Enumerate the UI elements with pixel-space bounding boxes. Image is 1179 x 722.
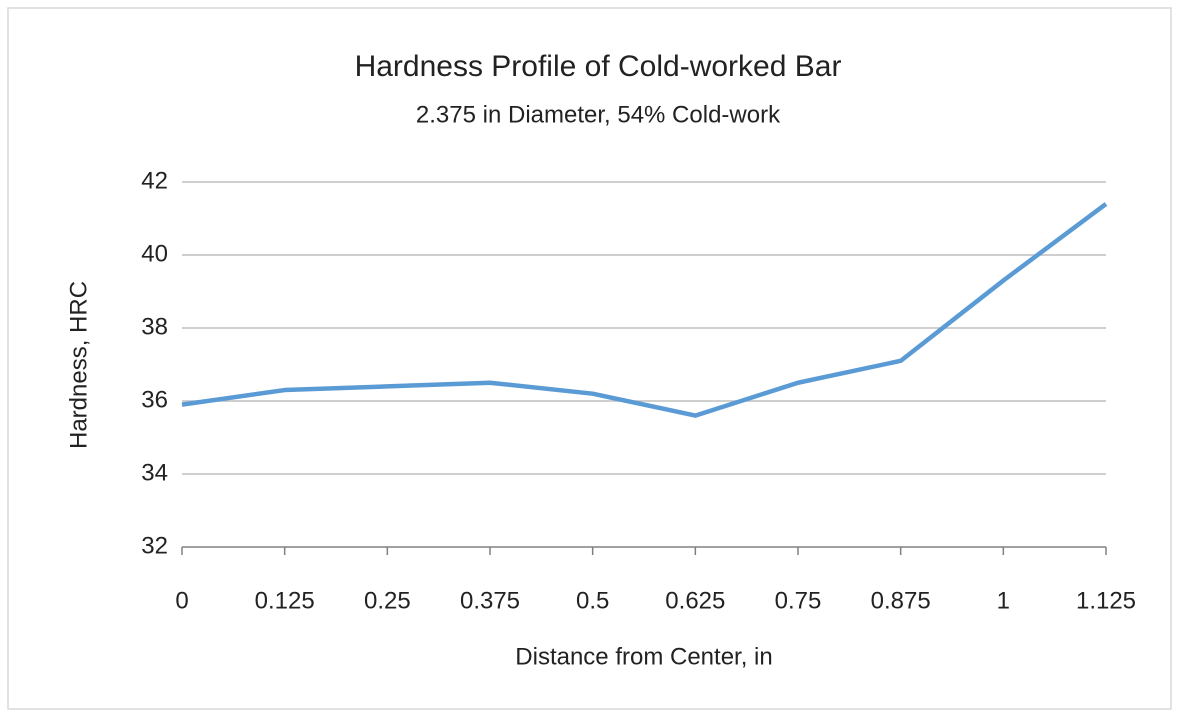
y-tick-label: 34 (141, 459, 168, 486)
x-tick-label: 1 (997, 587, 1010, 614)
y-tick-label: 38 (141, 313, 168, 340)
x-tick-label: 0.5 (576, 587, 609, 614)
x-tick-label: 0.75 (775, 587, 822, 614)
x-tick-label: 0.25 (364, 587, 411, 614)
x-tick-label: 1.125 (1076, 587, 1136, 614)
chart-title: Hardness Profile of Cold-worked Bar (355, 50, 842, 83)
y-tick-label: 40 (141, 240, 168, 267)
chart-subtitle: 2.375 in Diameter, 54% Cold-work (416, 101, 781, 128)
x-axis-title: Distance from Center, in (515, 643, 772, 670)
x-tick-label: 0.625 (665, 587, 725, 614)
data-line (181, 202, 1108, 418)
x-tick-label: 0.375 (460, 587, 520, 614)
x-tick-label: 0 (175, 587, 188, 614)
y-axis-title: Hardness, HRC (65, 281, 92, 449)
x-tick-label: 0.125 (255, 587, 315, 614)
x-tick-label: 0.875 (871, 587, 931, 614)
chart-frame (7, 7, 1172, 710)
y-tick-label: 36 (141, 386, 168, 413)
y-tick-label: 32 (141, 532, 168, 559)
y-tick-label: 42 (141, 167, 168, 194)
